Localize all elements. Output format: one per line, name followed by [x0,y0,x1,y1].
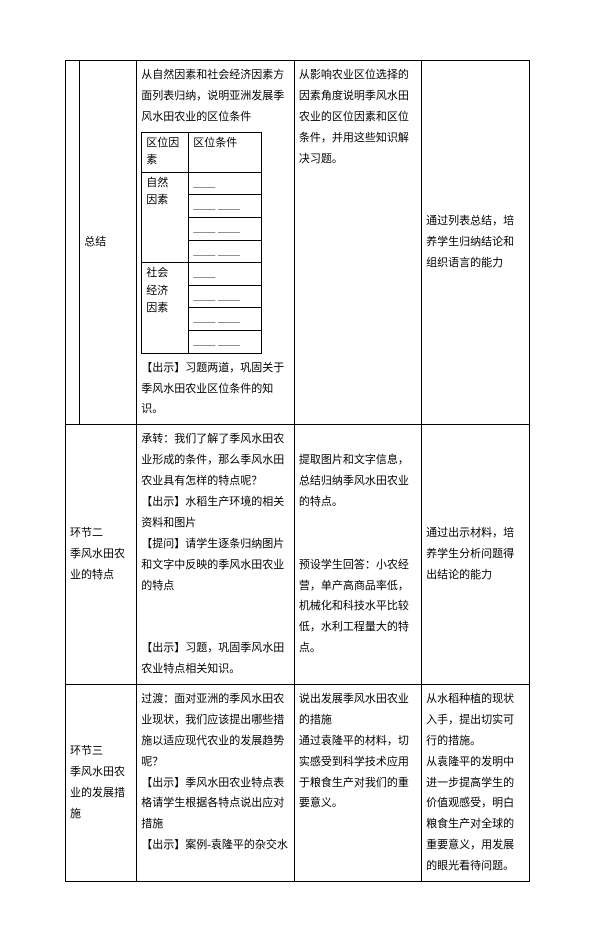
phase-cell: 环节二季风水田农业的特点 [66,425,137,685]
student-cell: 提取图片和文字信息，总结归纳季风水田农业的特点。预设学生回答：小农经营，单产高商… [294,425,421,685]
inner-header: 区位条件 [189,132,262,172]
inner-blank: ＿＿ ＿＿ [189,308,262,331]
inner-blank: ＿＿ ＿＿ [189,218,262,241]
teach-cell: 承转：我们了解了季风水田农业形成的条件，那么季风水田农业具有怎样的特点呢？【出示… [137,425,295,685]
narrow-cell [66,61,80,425]
inner-blank: ＿＿ ＿＿ [189,195,262,218]
inner-blank: ＿＿ ＿＿ [189,240,262,263]
intent-cell: 从水稻种植的现状入手，提出切实可行的措施。从袁隆平的发明中进一步提高学生的价值观… [422,684,530,881]
teach-after: 【出示】习题两道，巩固关于季风水田农业区位条件的知识。 [141,362,284,416]
lesson-plan-table: 总结 从自然因素和社会经济因素方面列表归纳，说明亚洲发展季风水田农业的区位条件 … [65,60,530,882]
phase-cell: 总结 [80,61,137,425]
inner-cat: 自然因素 [142,172,189,262]
inner-blank: ＿＿ ＿＿ [189,331,262,354]
inner-blank: ＿＿ [189,172,262,195]
table-row: 环节二季风水田农业的特点 承转：我们了解了季风水田农业形成的条件，那么季风水田农… [66,425,530,685]
page-container: 总结 从自然因素和社会经济因素方面列表归纳，说明亚洲发展季风水田农业的区位条件 … [0,0,595,942]
teach-intro: 从自然因素和社会经济因素方面列表归纳，说明亚洲发展季风水田农业的区位条件 [141,69,284,123]
phase-cell: 环节三季风水田农业的发展措施 [66,684,137,881]
inner-blank: ＿＿ ＿＿ [189,285,262,308]
intent-cell: 通过列表总结，培养学生归纳结论和组织语言的能力 [422,61,530,425]
table-row: 环节三季风水田农业的发展措施 过渡：面对亚洲的季风水田农业现状，我们应该提出哪些… [66,684,530,881]
inner-cat: 社会经济因素 [142,263,189,353]
intent-cell: 通过出示材料，培养学生分析问题得出结论的能力 [422,425,530,685]
inner-header: 区位因素 [142,132,189,172]
teach-cell: 过渡：面对亚洲的季风水田农业现状，我们应该提出哪些措施以适应现代农业的发展趋势呢… [137,684,295,881]
teach-cell: 从自然因素和社会经济因素方面列表归纳，说明亚洲发展季风水田农业的区位条件 区位因… [137,61,295,425]
table-row: 总结 从自然因素和社会经济因素方面列表归纳，说明亚洲发展季风水田农业的区位条件 … [66,61,530,425]
inner-table: 区位因素 区位条件 自然因素 ＿＿ ＿＿ ＿＿ ＿＿ ＿＿ ＿＿ ＿＿ 社会经济… [141,132,262,354]
inner-blank: ＿＿ [189,263,262,286]
student-cell: 从影响农业区位选择的因素角度说明季风水田农业的区位因素和区位条件，并用这些知识解… [294,61,421,425]
student-cell: 说出发展季风水田农业的措施通过袁隆平的材料，切实感受到科学技术应用于粮食生产对我… [294,684,421,881]
